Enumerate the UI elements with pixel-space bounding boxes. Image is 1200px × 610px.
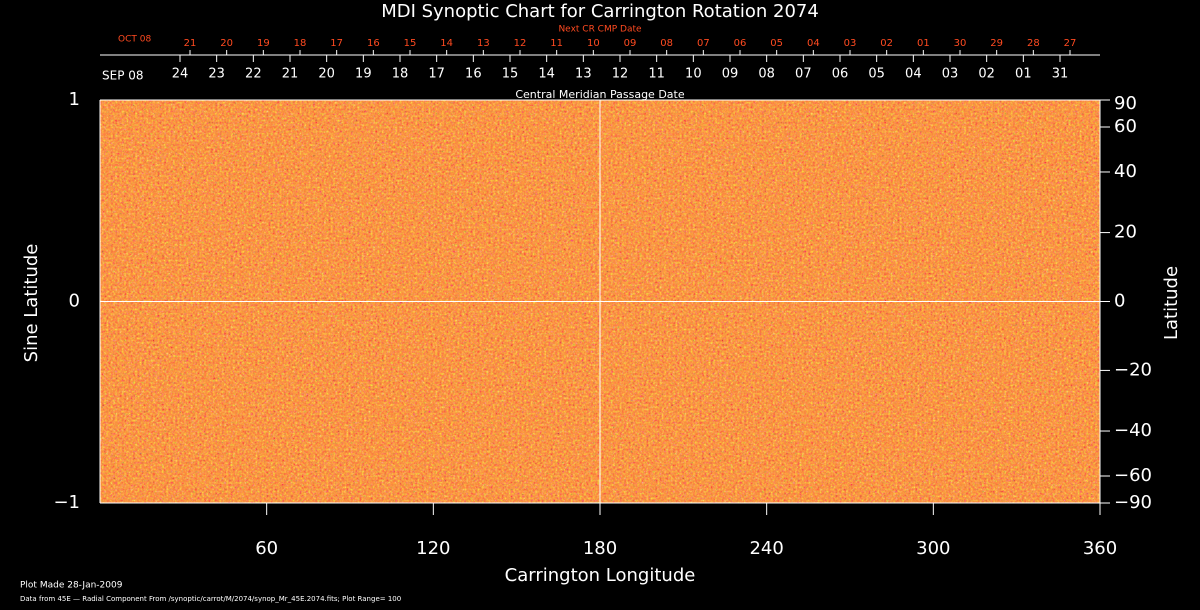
cmp_axis-label: 24 (172, 67, 189, 82)
x-axis-label: Carrington Longitude (505, 565, 696, 586)
next_cmp_axis-label: 14 (440, 38, 453, 49)
footnote: Plot Made 28-Jan-2009 (20, 581, 123, 591)
y-tick-label: 0 (69, 291, 80, 312)
cmp_axis-label: 23 (208, 67, 225, 82)
cmp_axis-label: 01 (1015, 67, 1032, 82)
y-tick-label: 1 (69, 89, 80, 110)
next_cmp_axis-label: 17 (330, 38, 343, 49)
cmp_axis-label: 05 (868, 67, 885, 82)
cmp_axis-label: 04 (905, 67, 922, 82)
footnote: Data from 45E — Radial Component From /s… (20, 595, 401, 603)
y2-tick-label: 40 (1114, 161, 1137, 182)
next_cmp_axis-label: 11 (550, 38, 563, 49)
x-tick-label: 180 (583, 538, 617, 559)
y2-tick-label: 0 (1114, 291, 1125, 312)
cmp_axis-label: 03 (942, 67, 959, 82)
cmp_axis-label: 21 (282, 67, 299, 82)
next_cmp_axis-label: 01 (917, 38, 930, 49)
next_cmp_axis-label: 30 (954, 38, 967, 49)
cmp_axis-label: 17 (428, 67, 445, 82)
cmp_axis-label: 07 (795, 67, 812, 82)
next_cmp_axis-label: 10 (587, 38, 600, 49)
y2-tick-label: 90 (1114, 93, 1137, 114)
next_cmp_axis-label: 21 (184, 38, 197, 49)
cmp-title: Central Meridian Passage Date (515, 88, 684, 101)
next_cmp_axis-label: 09 (624, 38, 637, 49)
x-tick-label: 120 (416, 538, 450, 559)
y-axis-label: Sine Latitude (21, 244, 42, 363)
y2-tick-label: 20 (1114, 222, 1137, 243)
next_cmp_axis-label: 18 (294, 38, 307, 49)
next_cmp_axis-label: 28 (1027, 38, 1040, 49)
cmp_axis-label: 11 (648, 67, 665, 82)
next_cmp_axis-label: 06 (734, 38, 747, 49)
next_cmp_axis-label: 29 (990, 38, 1003, 49)
next_cmp_axis-label: 15 (404, 38, 417, 49)
next-cmp-month: OCT 08 (118, 35, 151, 45)
cmp_axis-label: 14 (538, 67, 555, 82)
next_cmp_axis-label: 07 (697, 38, 710, 49)
next_cmp_axis-label: 04 (807, 38, 820, 49)
next_cmp_axis-label: 27 (1064, 38, 1077, 49)
cmp_axis-label: 13 (575, 67, 592, 82)
x-tick-label: 360 (1083, 538, 1117, 559)
cmp_axis-label: 22 (245, 67, 262, 82)
next_cmp_axis-label: 20 (220, 38, 233, 49)
y2-tick-label: −40 (1114, 420, 1152, 441)
cmp_axis-label: 12 (612, 67, 629, 82)
cmp_axis-label: 10 (685, 67, 702, 82)
y2-axis-label: Latitude (1161, 266, 1182, 340)
y2-tick-label: −20 (1114, 359, 1152, 380)
y2-tick-label: −90 (1114, 492, 1152, 513)
next_cmp_axis-label: 12 (514, 38, 527, 49)
cmp_axis-label: 09 (722, 67, 739, 82)
x-tick-label: 60 (255, 538, 278, 559)
cmp_axis-label: 20 (318, 67, 335, 82)
next_cmp_axis-label: 08 (660, 38, 673, 49)
cmp_axis-label: 02 (978, 67, 995, 82)
next_cmp_axis-label: 16 (367, 38, 380, 49)
cmp_axis-label: 31 (1052, 67, 1069, 82)
x-tick-label: 300 (916, 538, 950, 559)
cmp_axis-label: 15 (502, 67, 519, 82)
x-tick-label: 240 (749, 538, 783, 559)
y2-tick-label: −60 (1114, 465, 1152, 486)
cmp-month: SEP 08 (102, 69, 144, 83)
next_cmp_axis-label: 02 (880, 38, 893, 49)
next-cmp-title: Next CR CMP Date (558, 25, 642, 35)
cmp_axis-label: 18 (392, 67, 409, 82)
cmp_axis-label: 08 (758, 67, 775, 82)
y-tick-label: −1 (53, 492, 80, 513)
next_cmp_axis-label: 13 (477, 38, 490, 49)
cmp_axis-label: 16 (465, 67, 482, 82)
cmp_axis-label: 19 (355, 67, 372, 82)
next_cmp_axis-label: 19 (257, 38, 270, 49)
next_cmp_axis-label: 05 (770, 38, 783, 49)
chart-title: MDI Synoptic Chart for Carrington Rotati… (381, 1, 819, 22)
cmp_axis-label: 06 (832, 67, 849, 82)
next_cmp_axis-label: 03 (844, 38, 857, 49)
y2-tick-label: 60 (1114, 116, 1137, 137)
